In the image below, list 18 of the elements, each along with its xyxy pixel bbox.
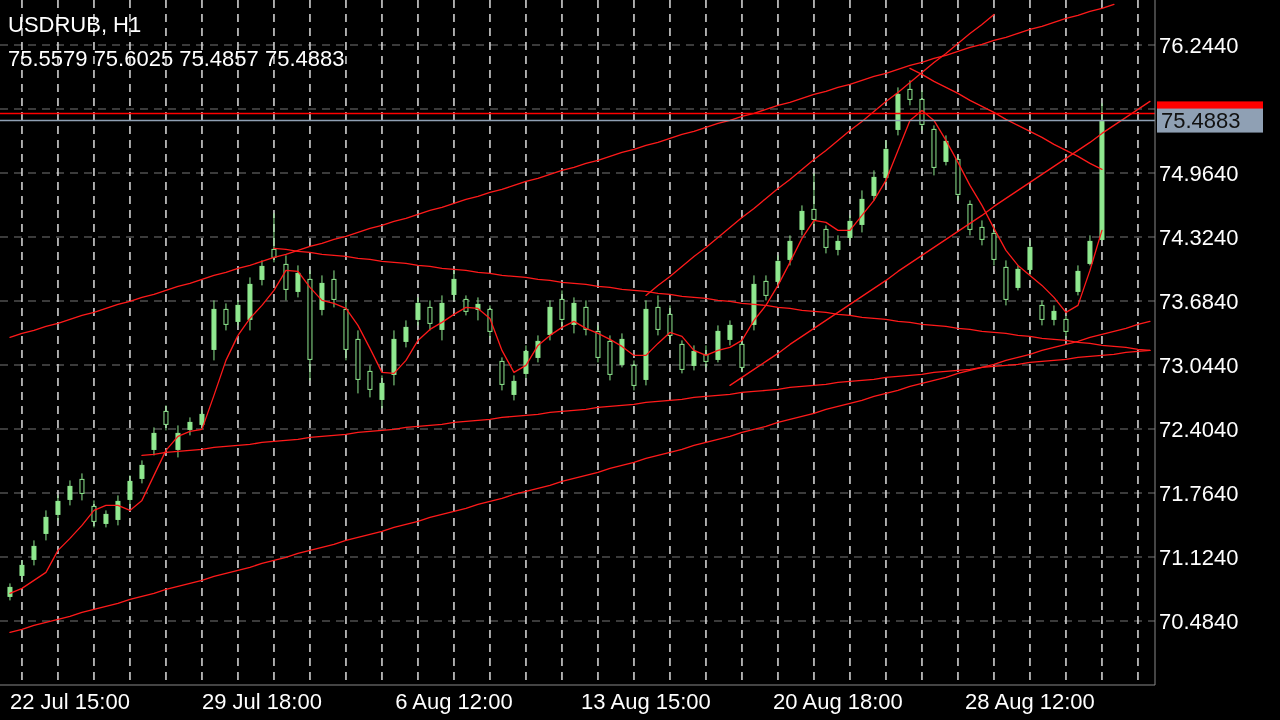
x-tick-label: 22 Jul 15:00 [10,689,130,714]
y-tick-label: 73.0440 [1159,352,1239,378]
text: 75.5579 75.6025 75.4857 75.4883 [8,46,345,71]
y-tick-label: 73.6840 [1159,288,1239,314]
y-tick-label: 71.7640 [1159,480,1239,506]
y-tick-label: 74.3240 [1159,224,1239,250]
y-tick-label: 74.9640 [1159,160,1239,186]
ref-line-label: 75.4883 [1161,108,1241,134]
x-tick-label: 29 Jul 18:00 [202,689,322,714]
x-tick-label: 6 Aug 12:00 [395,689,513,714]
x-tick-label: 20 Aug 18:00 [773,689,903,714]
y-tick-label: 70.4840 [1159,608,1239,634]
y-tick-label: 71.1240 [1159,544,1239,570]
y-tick-label: 72.4040 [1159,416,1239,442]
text: USDRUB, H1 [8,12,142,37]
x-tick-label: 13 Aug 15:00 [581,689,711,714]
y-tick-label: 76.2440 [1159,32,1239,58]
x-tick-label: 28 Aug 12:00 [965,689,1095,714]
